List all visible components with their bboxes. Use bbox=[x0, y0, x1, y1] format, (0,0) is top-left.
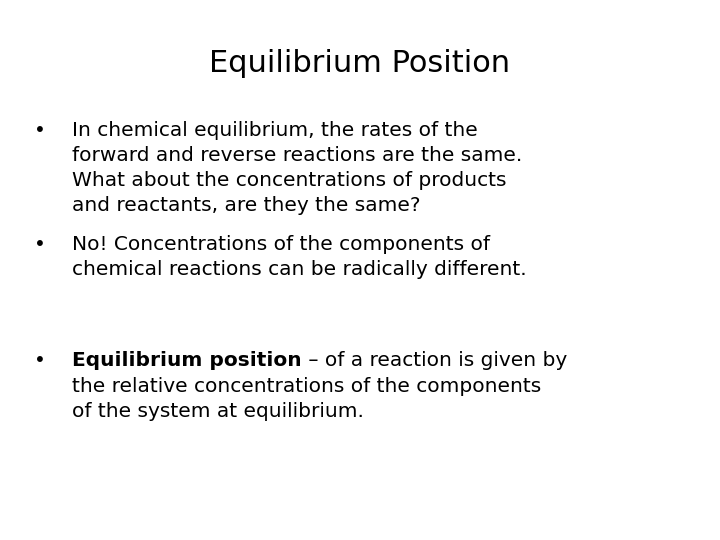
Text: Equilibrium Position: Equilibrium Position bbox=[210, 49, 510, 78]
Text: In chemical equilibrium, the rates of the
forward and reverse reactions are the : In chemical equilibrium, the rates of th… bbox=[72, 122, 522, 214]
Text: No! Concentrations of the components of
chemical reactions can be radically diff: No! Concentrations of the components of … bbox=[72, 235, 526, 279]
Text: – of a reaction is given by: – of a reaction is given by bbox=[302, 351, 567, 370]
Text: Equilibrium position: Equilibrium position bbox=[72, 351, 302, 370]
Text: the relative concentrations of the components
of the system at equilibrium.: the relative concentrations of the compo… bbox=[72, 377, 541, 421]
Text: •: • bbox=[34, 351, 45, 370]
Text: •: • bbox=[34, 122, 45, 140]
Text: •: • bbox=[34, 235, 45, 254]
